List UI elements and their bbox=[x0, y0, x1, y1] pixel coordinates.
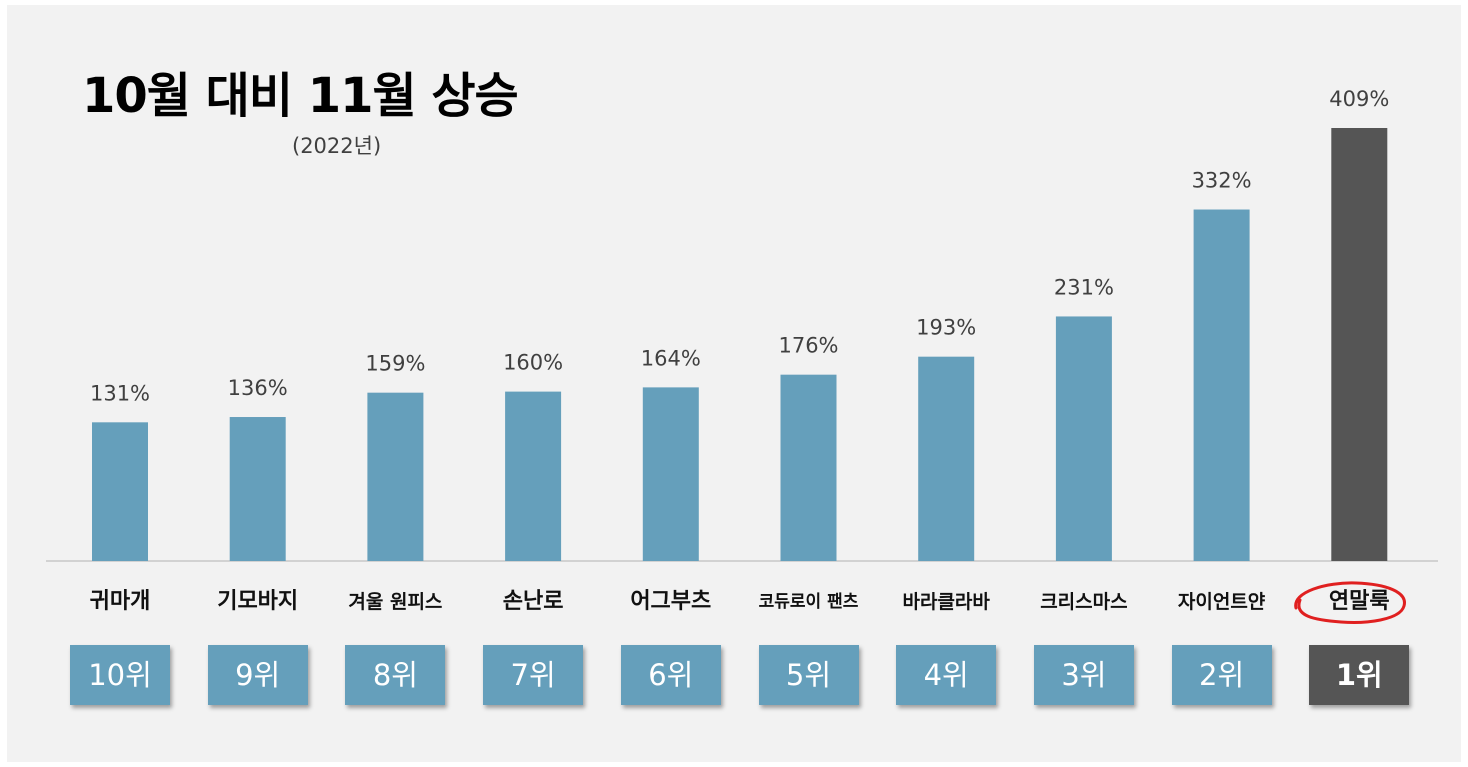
rank-badge-9: 2위 bbox=[1171, 645, 1272, 705]
rank-badge-8: 3위 bbox=[1033, 645, 1134, 705]
bars-group bbox=[92, 128, 1388, 561]
category-label-9: 자이언트얀 bbox=[1177, 591, 1266, 613]
rank-badge-10: 1위 bbox=[1309, 645, 1410, 705]
category-label-2: 기모바지 bbox=[217, 589, 299, 614]
bar-10 bbox=[1331, 128, 1388, 561]
rank-badge-6: 5위 bbox=[758, 645, 859, 705]
category-label-10: 연말룩 bbox=[1328, 589, 1390, 614]
rank-badge-7: 4위 bbox=[896, 645, 997, 705]
chart-title: 10월 대비 11월 상승 bbox=[82, 68, 519, 124]
bar-5 bbox=[642, 387, 699, 561]
bar-9 bbox=[1193, 209, 1250, 561]
bar-2 bbox=[229, 417, 286, 561]
category-label-4: 손난로 bbox=[502, 589, 564, 614]
value-labels-group: 131% 136% 159% 160% 164% 176% 193% 231% 332% 409% bbox=[90, 87, 1389, 405]
value-label-5: 164% bbox=[641, 346, 701, 370]
rank-badge-3: 8위 bbox=[345, 645, 446, 705]
value-label-8: 231% bbox=[1054, 275, 1114, 299]
category-label-6: 코듀로이 팬츠 bbox=[758, 592, 859, 612]
value-label-6: 176% bbox=[778, 334, 838, 358]
bar-3 bbox=[367, 392, 424, 561]
category-label-8: 크리스마스 bbox=[1040, 591, 1128, 613]
bar-8 bbox=[1055, 316, 1112, 561]
category-label-5: 어그부츠 bbox=[630, 589, 712, 614]
bar-4 bbox=[505, 391, 562, 561]
category-label-1: 귀마개 bbox=[89, 589, 151, 614]
bar-1 bbox=[92, 422, 148, 561]
chart-subtitle: (2022년) bbox=[292, 134, 382, 158]
rank-badge-1: 10위 bbox=[70, 645, 170, 705]
value-label-10: 409% bbox=[1329, 87, 1389, 111]
bar-7 bbox=[918, 356, 975, 561]
value-label-9: 332% bbox=[1192, 169, 1252, 193]
rank-badge-5: 6위 bbox=[620, 645, 721, 705]
category-label-7: 바라클라바 bbox=[902, 591, 990, 613]
value-label-1: 131% bbox=[90, 381, 150, 405]
value-label-3: 159% bbox=[365, 352, 425, 376]
bar-6 bbox=[780, 374, 837, 561]
category-label-3: 겨울 원피스 bbox=[348, 591, 443, 613]
rank-badge-4: 7위 bbox=[483, 645, 584, 705]
rank-badge-2: 9위 bbox=[207, 645, 308, 705]
value-label-4: 160% bbox=[503, 351, 563, 375]
value-label-7: 193% bbox=[916, 316, 976, 340]
value-label-2: 136% bbox=[228, 376, 288, 400]
